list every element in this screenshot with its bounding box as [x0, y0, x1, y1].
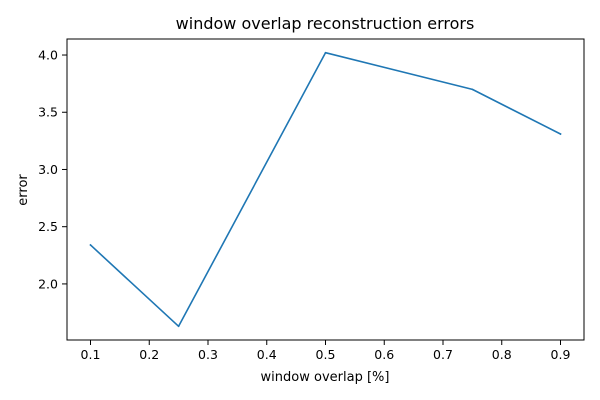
y-tick-label: 3.5 [38, 105, 58, 120]
x-axis-label: window overlap [%] [261, 370, 390, 385]
data-point [324, 51, 327, 54]
x-axis-ticks: 0.1 0.2 0.3 0.4 0.5 0.6 0.7 0.8 0.9 [81, 340, 571, 362]
data-point [89, 244, 92, 246]
y-tick-label: 4.0 [38, 48, 58, 63]
y-axis-ticks: 2.0 2.5 3.0 3.5 4.0 [38, 48, 67, 291]
y-axis-label: error [16, 174, 31, 206]
series-points [89, 51, 562, 328]
x-tick-label: 0.4 [257, 347, 277, 362]
y-tick-label: 3.0 [38, 162, 58, 177]
x-tick-label: 0.9 [551, 347, 571, 362]
data-point [559, 133, 562, 135]
data-point [177, 325, 180, 328]
x-tick-label: 0.1 [81, 347, 101, 362]
data-point [471, 88, 474, 91]
y-tick-label: 2.5 [38, 219, 58, 234]
x-tick-label: 0.3 [198, 347, 218, 362]
x-tick-label: 0.7 [433, 347, 453, 362]
chart-title: window overlap reconstruction errors [176, 14, 475, 33]
x-tick-label: 0.2 [139, 347, 159, 362]
y-tick-label: 2.0 [38, 276, 58, 291]
x-tick-label: 0.5 [316, 347, 336, 362]
x-tick-label: 0.6 [374, 347, 394, 362]
x-tick-label: 0.8 [492, 347, 512, 362]
